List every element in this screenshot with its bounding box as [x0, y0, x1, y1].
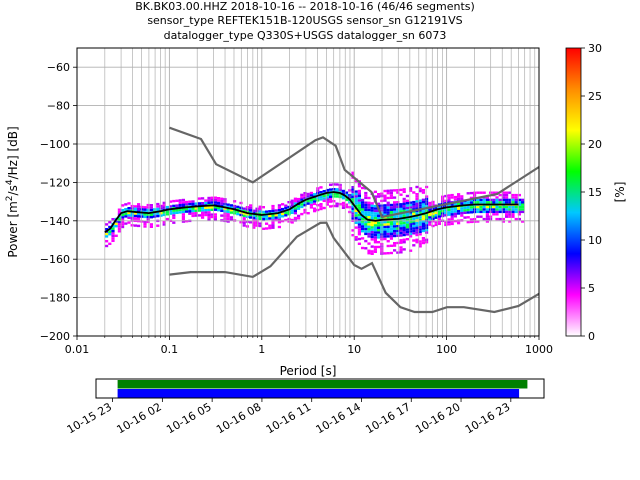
timeline-tick-label: 10-16 08	[214, 400, 263, 436]
title-line-3: datalogger_type Q330S+USGS datalogger_sn…	[164, 29, 447, 42]
title-line-2: sensor_type REFTEK151B-120USGS sensor_sn…	[147, 14, 462, 27]
colorbar-tick-label: 0	[588, 330, 595, 343]
x-tick-label: 1	[258, 343, 265, 356]
colorbar-tick-label: 10	[588, 234, 602, 247]
colorbar-tick-label: 25	[588, 90, 602, 103]
x-tick-label: 100	[436, 343, 457, 356]
timeline-tick-label: 10-16 11	[264, 400, 313, 436]
x-tick-label: 0.1	[161, 343, 179, 356]
noise-models	[169, 126, 540, 314]
y-tick-label: −80	[47, 100, 70, 113]
y-tick-label: −160	[40, 253, 70, 266]
colorbar-label: [%]	[613, 182, 627, 203]
timeline-tick-label: 10-16 23	[463, 400, 512, 436]
timeline-bars	[117, 380, 528, 398]
colorbar-tick-label: 5	[588, 282, 595, 295]
mode-curve	[104, 191, 519, 234]
colorbar-tick-label: 15	[588, 186, 602, 199]
timeline-tick-label: 10-16 02	[115, 400, 164, 436]
x-axis-label: Period [s]	[280, 364, 337, 378]
y-axis-label: Power [m2/s4/Hz] [dB]	[5, 126, 20, 257]
timeline-tick-label: 10-16 20	[413, 400, 462, 436]
timeline-ticks: 10-15 23 10-16 02 10-16 05 10-16 08 10-16 11…	[65, 398, 512, 436]
y-axis-ticks: −60 −80 −100 −120 −140 −160 −180 −200	[40, 61, 77, 343]
timeline-tick-label: 10-15 23	[65, 400, 114, 436]
colorbar-ticks: 0 5 10 15 20 25 30	[581, 42, 602, 343]
timeline-tick-label: 10-16 05	[164, 400, 213, 436]
title-line-1: BK.BK03.00.HHZ 2018-10-16 -- 2018-10-16 …	[135, 0, 475, 13]
x-tick-label: 0.01	[65, 343, 90, 356]
timeline-bar	[117, 389, 520, 398]
x-tick-label: 1000	[525, 343, 553, 356]
colorbar	[565, 47, 582, 337]
timeline-tick-label: 10-16 14	[314, 400, 363, 436]
timeline-bar	[117, 380, 528, 389]
mode-line	[104, 191, 519, 234]
y-tick-label: −120	[40, 176, 70, 189]
noise-model-low	[169, 221, 540, 314]
grid-lines	[76, 48, 540, 337]
y-tick-label: −200	[40, 330, 70, 343]
noise-model-high	[169, 126, 540, 219]
colorbar-tick-label: 20	[588, 138, 602, 151]
y-tick-label: −180	[40, 292, 70, 305]
figure-title: BK.BK03.00.HHZ 2018-10-16 -- 2018-10-16 …	[135, 0, 475, 42]
y-tick-label: −100	[40, 138, 70, 151]
x-axis-ticks: 0.01 0.1 1 10 100 1000	[65, 336, 553, 356]
x-tick-label: 10	[347, 343, 361, 356]
y-tick-label: −60	[47, 61, 70, 74]
colorbar-tick-label: 30	[588, 42, 602, 55]
ppsd-heatmap	[105, 171, 525, 255]
timeline-tick-label: 10-16 17	[363, 400, 412, 436]
y-tick-label: −140	[40, 215, 70, 228]
plot-frame	[76, 47, 540, 337]
